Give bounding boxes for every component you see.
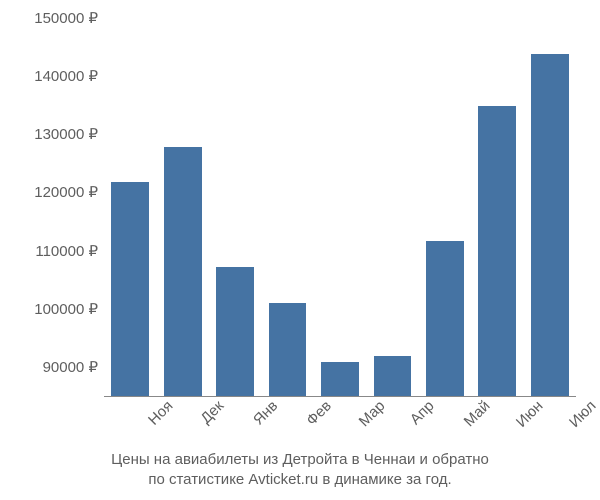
y-tick-label: 120000 ₽ [8,183,98,201]
bar [111,182,149,396]
x-tick-label: Июн [509,393,547,431]
bar [321,362,359,396]
price-chart: 90000 ₽ 100000 ₽ 110000 ₽ 120000 ₽ 130000 ₽ 1… [0,0,600,500]
x-tick-label: Июл [562,393,600,431]
bar [478,106,516,396]
x-tick-label: Янв [246,393,281,428]
caption-line-2: по статистике Avticket.ru в динамике за … [148,471,451,488]
y-tick-label: 150000 ₽ [8,9,98,27]
chart-caption: Цены на авиабилеты из Детройта в Ченнаи … [0,450,600,491]
bar [374,356,412,396]
x-tick-label: Май [456,393,493,430]
y-tick-label: 110000 ₽ [8,242,98,260]
bar [269,303,307,396]
y-tick-label: 100000 ₽ [8,300,98,318]
bar [216,267,254,396]
y-tick-label: 140000 ₽ [8,67,98,85]
x-tick-label: Дек [193,393,227,427]
y-tick-label: 90000 ₽ [8,358,98,376]
bar [531,54,569,396]
x-tick-label: Ноя [141,393,177,429]
plot-area: 90000 ₽100000 ₽110000 ₽120000 ₽130000 ₽1… [104,18,576,397]
bar [426,241,464,396]
caption-line-1: Цены на авиабилеты из Детройта в Ченнаи … [111,451,489,468]
x-tick-label: Фев [298,393,334,429]
bar [164,147,202,396]
x-tick-label: Апр [403,393,438,428]
y-tick-label: 130000 ₽ [8,125,98,143]
x-tick-label: Мар [351,393,388,430]
